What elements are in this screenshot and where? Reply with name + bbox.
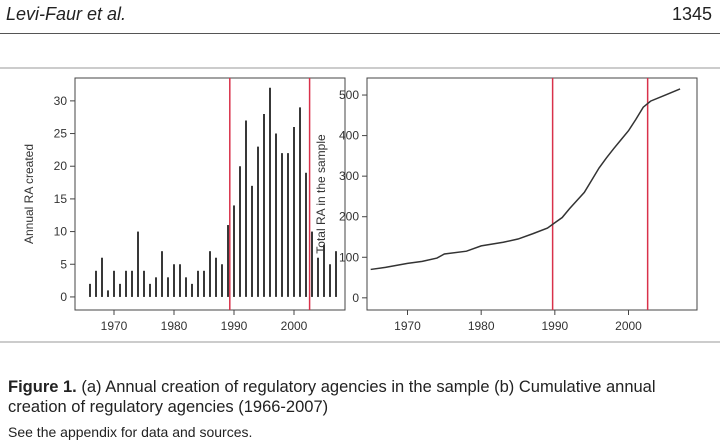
y-tick-label: 100 [339, 250, 359, 264]
y-tick-label: 15 [54, 192, 68, 206]
y-tick-label: 500 [339, 88, 359, 102]
x-tick-label: 2000 [615, 319, 642, 333]
plot-frame [366, 77, 698, 311]
y-tick-label: 25 [54, 127, 68, 141]
page-number: 1345 [671, 4, 712, 24]
x-tick-label: 1970 [394, 319, 421, 333]
plot-frame [74, 77, 346, 311]
x-tick-label: 1980 [161, 319, 188, 333]
caption-text: (a) Annual creation of regulatory agenci… [8, 378, 656, 416]
y-tick-label: 5 [60, 257, 67, 271]
y-tick-label: 300 [339, 169, 359, 183]
y-tick-label: 30 [54, 94, 68, 108]
x-tick-label: 2000 [281, 319, 308, 333]
y-tick-label: 10 [54, 225, 68, 239]
x-tick-label: 1970 [101, 319, 128, 333]
y-axis-label: Total RA in the sample [314, 134, 328, 254]
y-tick-label: 20 [54, 159, 68, 173]
y-tick-label: 0 [352, 291, 359, 305]
x-tick-label: 1980 [468, 319, 495, 333]
x-tick-label: 1990 [541, 319, 568, 333]
x-tick-label: 1990 [221, 319, 248, 333]
caption-note: See the appendix for data and sources. [8, 424, 253, 440]
line [370, 88, 681, 271]
y-tick-label: 0 [60, 290, 67, 304]
header-rule [0, 33, 720, 34]
y-tick-label: 400 [339, 129, 359, 143]
caption-label: Figure 1. [8, 378, 77, 396]
y-axis-label: Annual RA created [22, 144, 36, 244]
caption: Figure 1. (a) Annual creation of regulat… [8, 377, 708, 417]
running-author: Levi-Faur et al. [6, 4, 127, 24]
y-tick-label: 200 [339, 210, 359, 224]
